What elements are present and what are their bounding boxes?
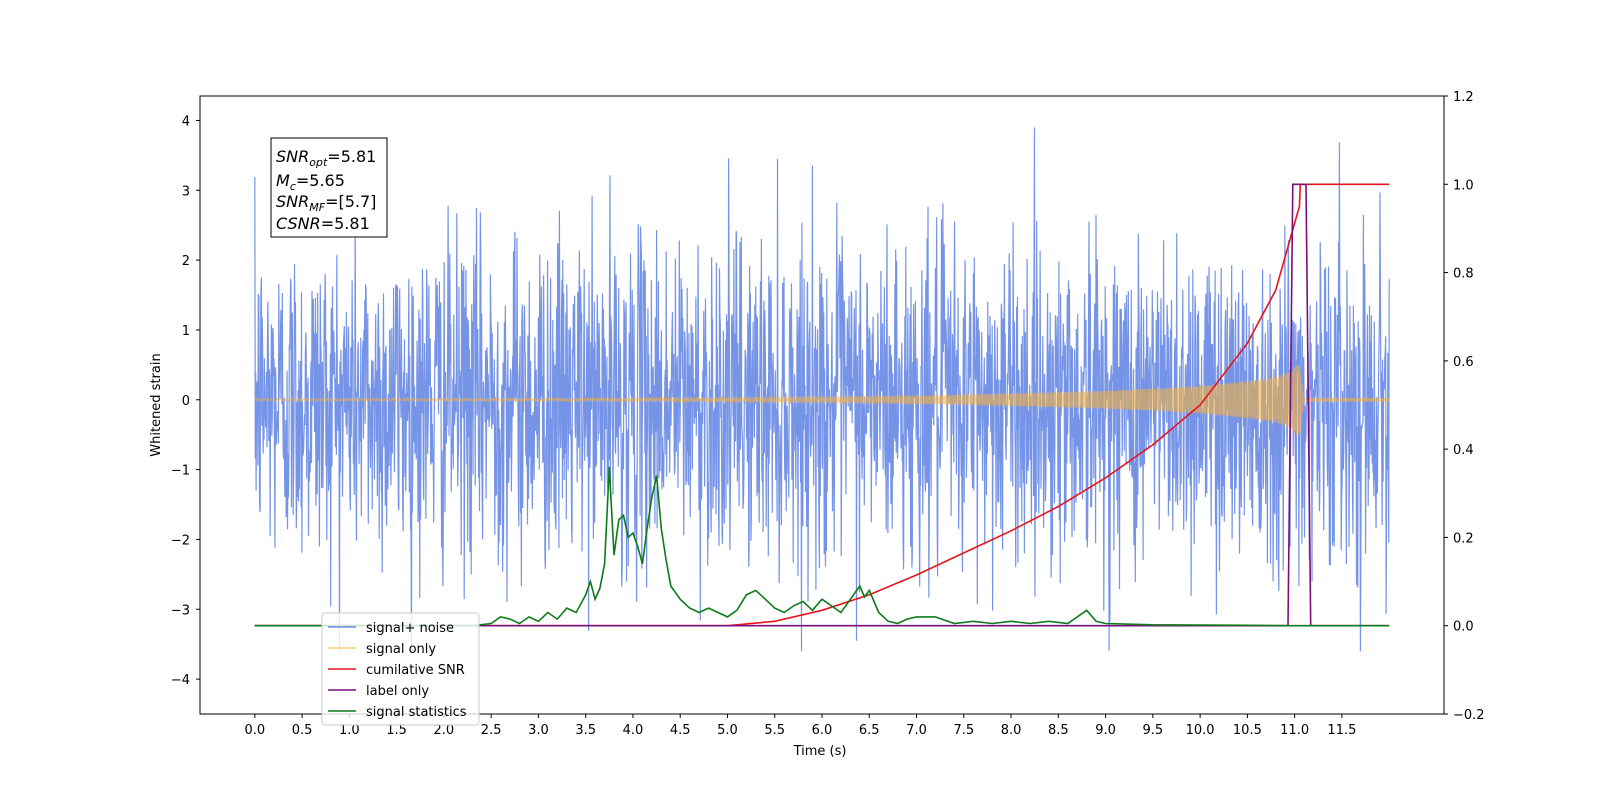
series-signal-noise — [254, 127, 1390, 652]
y-tick-label: −2 — [171, 533, 190, 548]
x-tick-label: 9.5 — [1143, 723, 1164, 738]
series-signal-only — [254, 363, 1390, 436]
x-tick-label: 5.5 — [764, 723, 785, 738]
x-tick-label: 2.0 — [434, 723, 455, 738]
annotation-mc: Mc=5.65 — [276, 171, 345, 193]
x-tick-label: 3.5 — [575, 723, 596, 738]
x-tick-label: 10.5 — [1233, 723, 1262, 738]
x-tick-label: 9.0 — [1095, 723, 1116, 738]
x-tick-label: 11.5 — [1327, 723, 1356, 738]
annotation-box: SNRopt=5.81 Mc=5.65 SNRMF=[5.7] CSNR=5.8… — [270, 137, 388, 238]
y2-tick-label: −0.2 — [1453, 708, 1485, 723]
y2-tick-label: 0.2 — [1453, 531, 1474, 546]
y-axis-label: Whitened strain — [149, 353, 164, 456]
x-tick-label: 8.5 — [1048, 723, 1069, 738]
x-tick-label: 7.0 — [906, 723, 927, 738]
y-tick-label: 3 — [182, 184, 190, 199]
legend-label: signal statistics — [366, 705, 467, 720]
legend: signal+ noise signal only cumilative SNR la… — [321, 612, 480, 726]
x-tick-label: 5.0 — [717, 723, 738, 738]
y2-tick-label: 0.4 — [1453, 443, 1474, 458]
x-tick-label: 3.0 — [528, 723, 549, 738]
y2-tick-label: 0.6 — [1453, 355, 1474, 370]
y-tick-label: −3 — [171, 603, 190, 618]
y2-tick-label: 1.2 — [1453, 90, 1474, 105]
x-tick-label: 7.5 — [953, 723, 974, 738]
x-tick-label: 11.0 — [1280, 723, 1309, 738]
y-tick-label: −1 — [171, 464, 190, 479]
y2-tick-label: 1.0 — [1453, 178, 1474, 193]
y-tick-label: 4 — [182, 114, 190, 129]
plot-area — [254, 127, 1390, 652]
x-tick-label: 0.5 — [292, 723, 313, 738]
annotation-snr-mf: SNRMF=[5.7] — [276, 192, 376, 214]
legend-frame — [321, 612, 480, 726]
series-cumilative-snr — [254, 183, 1390, 627]
series-signal-statistics — [254, 466, 1390, 627]
y-tick-label: 2 — [182, 254, 190, 269]
y2-tick-label: 0.8 — [1453, 267, 1474, 282]
x-tick-label: 10.0 — [1186, 723, 1215, 738]
x-tick-label: 6.0 — [812, 723, 833, 738]
x-tick-label: 1.0 — [339, 723, 360, 738]
annotation-box-frame — [270, 137, 388, 238]
annotation-csnr: CSNR=5.81 — [276, 214, 370, 233]
x-axis-label: Time (s) — [793, 744, 847, 759]
legend-label: signal only — [366, 642, 436, 657]
y-tick-label: 1 — [182, 324, 190, 339]
y-tick-label: −4 — [171, 673, 190, 688]
x-tick-label: 8.0 — [1001, 723, 1022, 738]
legend-label: label only — [366, 684, 429, 699]
y2-tick-label: 0.0 — [1453, 620, 1474, 635]
y-tick-label: 0 — [182, 394, 190, 409]
legend-label: cumilative SNR — [366, 663, 465, 678]
x-tick-label: 2.5 — [481, 723, 502, 738]
x-tick-label: 6.5 — [859, 723, 880, 738]
x-tick-label: 1.5 — [386, 723, 407, 738]
x-tick-label: 0.0 — [244, 723, 265, 738]
legend-label: signal+ noise — [366, 621, 454, 636]
x-tick-label: 4.5 — [670, 723, 691, 738]
axes: 0.0 0.5 1.0 1.5 2.0 2.5 3.0 3.5 4.0 4.5 5.0 5.5 6.0 6… — [171, 90, 1485, 738]
x-tick-label: 4.0 — [623, 723, 644, 738]
annotation-snr-opt: SNRopt=5.81 — [276, 147, 376, 169]
